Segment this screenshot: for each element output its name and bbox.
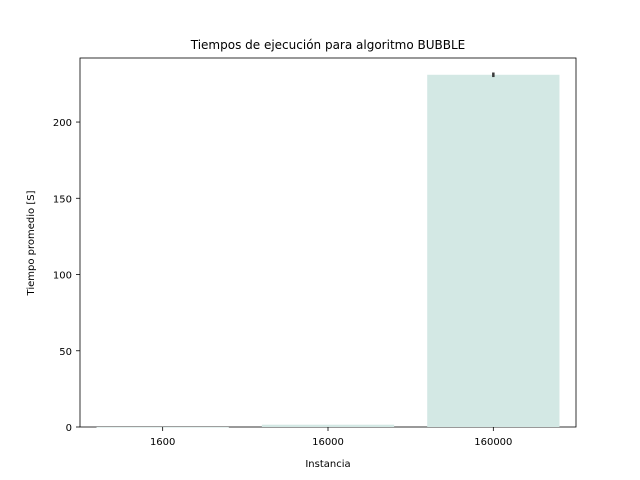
chart-title: Tiempos de ejecución para algoritmo BUBB…: [190, 38, 466, 52]
y-tick-label-200: 200: [53, 118, 72, 129]
bars-group: [96, 74, 560, 428]
y-tick-label-50: 50: [59, 347, 72, 358]
x-tick-label-16000: 16000: [312, 437, 344, 448]
y-axis: 0 50 100 150 200: [53, 118, 80, 434]
y-tick-label-150: 150: [53, 194, 72, 205]
y-axis-label: Tiempo promedio [S]: [26, 190, 37, 296]
x-tick-label-160000: 160000: [474, 437, 512, 448]
x-tick-label-1600: 1600: [150, 437, 175, 448]
bar-160000: [427, 74, 560, 427]
x-axis: 1600 16000 160000: [150, 427, 512, 448]
y-tick-label-100: 100: [53, 271, 72, 282]
bar-16000: [261, 424, 395, 427]
x-axis-label: Instancia: [305, 459, 350, 470]
y-tick-label-0: 0: [66, 423, 72, 434]
